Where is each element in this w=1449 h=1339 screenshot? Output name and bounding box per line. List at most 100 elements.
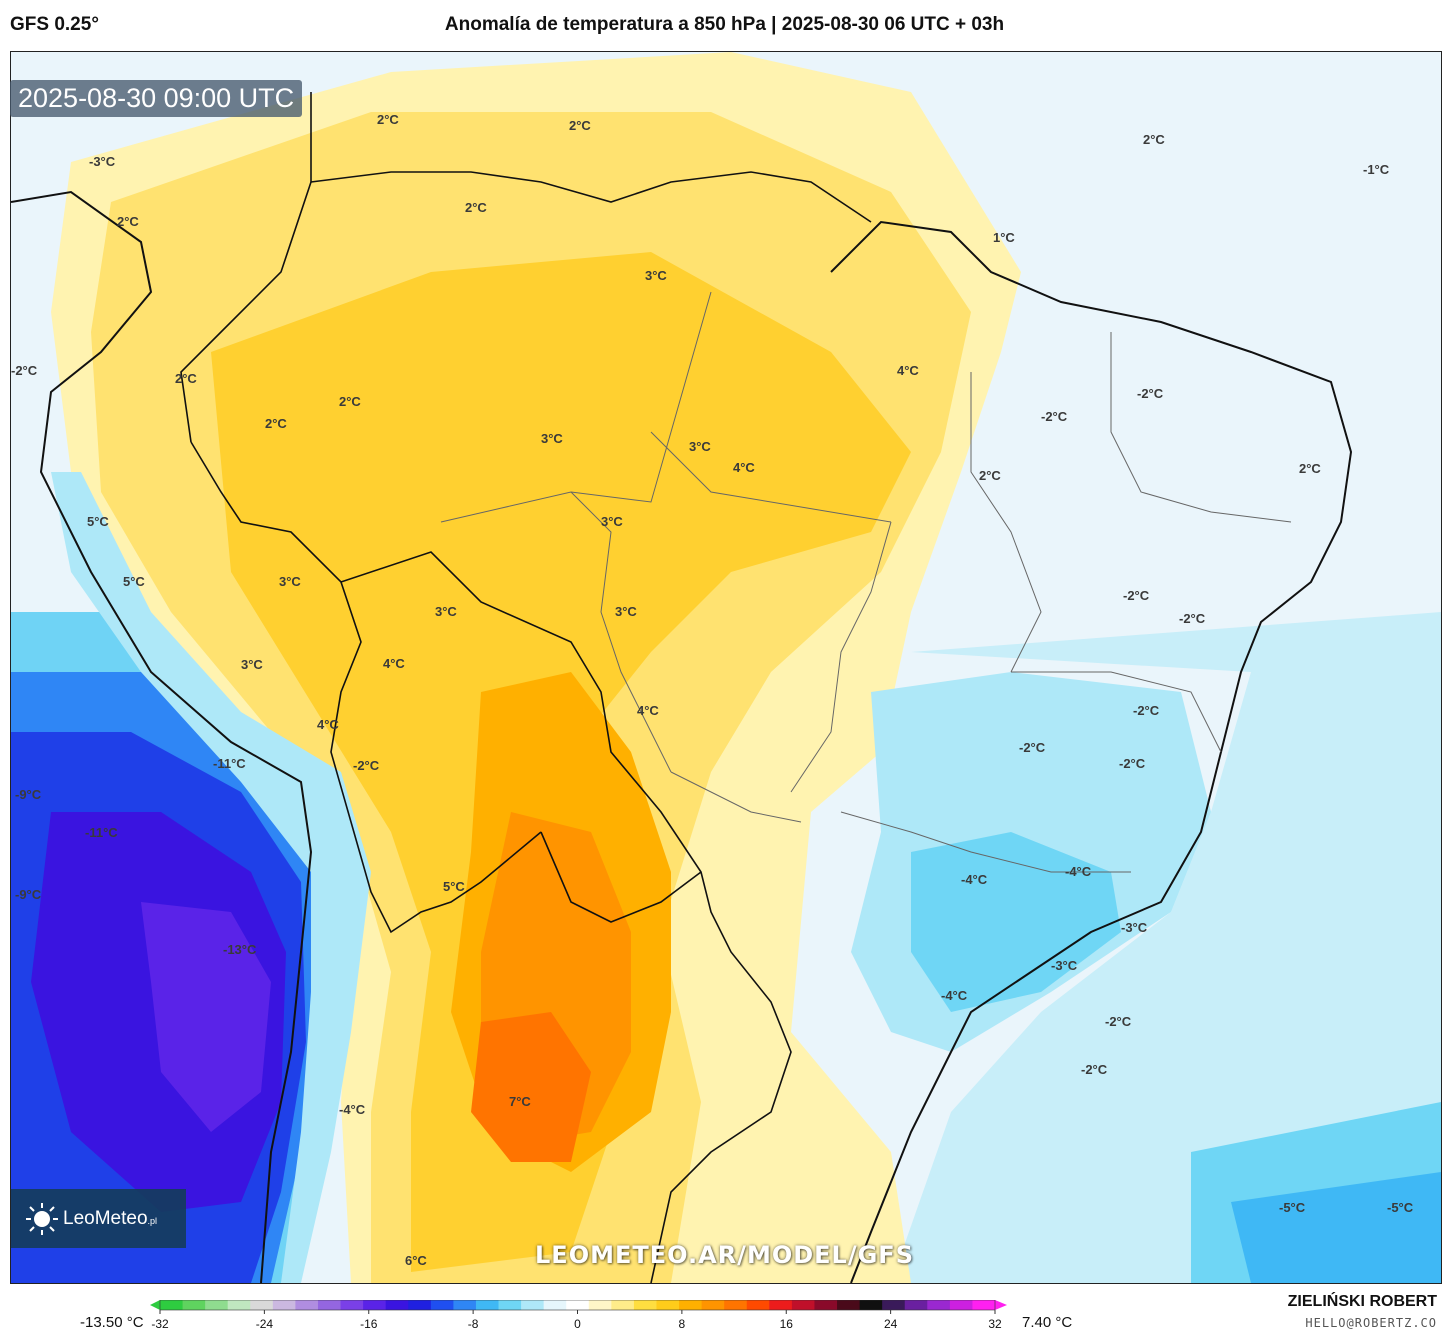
map-label: -1°C	[1363, 162, 1390, 177]
sun-icon	[26, 1202, 58, 1235]
map-label: -9°C	[15, 787, 42, 802]
map-label: -4°C	[339, 1102, 366, 1117]
colorbar-swatch	[837, 1300, 861, 1310]
colorbar-swatch	[904, 1300, 928, 1310]
map-label: 6°C	[405, 1253, 427, 1268]
state-border	[840, 811, 1131, 873]
colorbar-swatch	[566, 1300, 590, 1310]
map-label: -2°C	[1137, 386, 1164, 401]
atlantic-coastline	[830, 220, 1353, 1283]
colorbar-swatch	[295, 1300, 319, 1310]
map-label: -3°C	[1051, 958, 1078, 973]
colorbar-swatch	[317, 1300, 342, 1310]
map-label: -5°C	[1387, 1200, 1414, 1215]
colorbar-swatch	[611, 1300, 635, 1310]
map-label: -11°C	[213, 756, 246, 771]
southeast-cold	[911, 832, 1121, 1012]
model-label: GFS 0.25°	[10, 14, 99, 35]
atlantic-cold-core	[1231, 1172, 1441, 1283]
colorbar-swatch	[363, 1300, 387, 1310]
colorbar-min-value: -13.50 °C	[80, 1314, 144, 1331]
colorbar-swatch	[272, 1300, 296, 1310]
state-border	[650, 431, 892, 523]
map-label: 3°C	[279, 574, 301, 589]
map-label: -2°C	[353, 758, 380, 773]
state-border	[440, 291, 712, 523]
colorbar-swatch	[475, 1300, 500, 1310]
colorbar-swatch	[430, 1300, 454, 1310]
colorbar-swatch	[543, 1300, 567, 1310]
warm-core-max	[471, 1012, 591, 1162]
map-label: -4°C	[1065, 864, 1092, 879]
colorbar-swatch	[498, 1300, 522, 1310]
colorbar-tick-label: -16	[360, 1317, 378, 1331]
colorbar-scale: -32 -24 -16 -8 0 8 16 24 32	[150, 1300, 1007, 1331]
map-label: 2°C	[1143, 132, 1165, 147]
border-north	[310, 171, 872, 223]
leometeo-logo: LeoMeteo.pl	[11, 1189, 186, 1248]
chart-title: Anomalía de temperatura a 850 hPa | 2025…	[444, 14, 1005, 35]
temperature-labels: 2°C 2°C 2°C 2°C -1°C -3°C 2°C 1°C 2°C 2°…	[11, 112, 1414, 1268]
colorbar-swatch	[949, 1300, 973, 1310]
map-label: 3°C	[541, 431, 563, 446]
colorbar-swatch	[340, 1300, 364, 1310]
colorbar-swatch	[656, 1300, 680, 1310]
colorbar-tick-label: 16	[780, 1317, 794, 1331]
colorbar-swatch	[972, 1300, 996, 1310]
colorbar-tick-label: -24	[256, 1317, 274, 1331]
map-label: -9°C	[15, 887, 42, 902]
colorbar-tick-label: 0	[574, 1317, 581, 1331]
author-name: ZIELIŃSKI ROBERT	[1287, 1293, 1437, 1310]
state-border	[570, 491, 672, 773]
colorbar-swatch	[385, 1300, 409, 1310]
map-label: 5°C	[123, 574, 145, 589]
logo-text: LeoMeteo.pl	[63, 1207, 158, 1229]
map-label: 3°C	[601, 514, 623, 529]
colorbar-swatch	[182, 1300, 206, 1310]
border-colombia	[180, 92, 312, 443]
pacific-cold-min	[141, 902, 271, 1132]
andes-cool-strip	[51, 472, 371, 1283]
author-email: HELLO@ROBERTZ.CO	[1305, 1316, 1437, 1330]
colorbar-swatch	[701, 1300, 725, 1310]
atlantic-cool	[891, 612, 1441, 1283]
colorbar-tick-label: 24	[884, 1317, 898, 1331]
map-label: -3°C	[1121, 920, 1148, 935]
map-label: -3°C	[89, 154, 116, 169]
map-label: -2°C	[1123, 588, 1150, 603]
colorbar-swatch	[882, 1300, 906, 1310]
state-border	[1011, 671, 1222, 753]
map-label: 2°C	[569, 118, 591, 133]
map-label: -2°C	[1019, 740, 1046, 755]
map-label: -2°C	[1119, 756, 1146, 771]
colorbar-swatch	[746, 1300, 770, 1310]
map-label: 2°C	[979, 468, 1001, 483]
map-label: -13°C	[223, 942, 257, 957]
pacific-coastline	[11, 190, 313, 1283]
map-label: 4°C	[897, 363, 919, 378]
map-label: 2°C	[265, 416, 287, 431]
map-label: 7°C	[509, 1094, 531, 1109]
colorbar-swatch	[633, 1300, 657, 1310]
colorbar-swatch	[227, 1300, 251, 1310]
colorbar: -13.50 °C -32 -24 -16 -8 0 8 16 24 32 7.40 °C	[0, 1292, 1449, 1339]
colorbar-swatch	[408, 1300, 432, 1310]
colorbar-tick-label: 32	[988, 1317, 1002, 1331]
colorbar-max-value: 7.40 °C	[1022, 1314, 1073, 1331]
map-label: 4°C	[733, 460, 755, 475]
map-label: 2°C	[117, 214, 139, 229]
colorbar-swatch	[769, 1300, 793, 1310]
colorbar-swatch	[521, 1300, 545, 1310]
map-label: -11°C	[85, 825, 118, 840]
colorbar-swatch	[859, 1300, 883, 1310]
border-bolivia	[330, 581, 542, 934]
map-label: -2°C	[1105, 1014, 1132, 1029]
colorbar-tick-label: 8	[679, 1317, 686, 1331]
map-label: -2°C	[1081, 1062, 1108, 1077]
map-label: 3°C	[615, 604, 637, 619]
colorbar-swatch	[588, 1300, 612, 1310]
map-label: 2°C	[175, 371, 197, 386]
map-label: 2°C	[465, 200, 487, 215]
colorbar-swatch	[724, 1300, 748, 1310]
colorbar-swatch	[791, 1300, 815, 1310]
